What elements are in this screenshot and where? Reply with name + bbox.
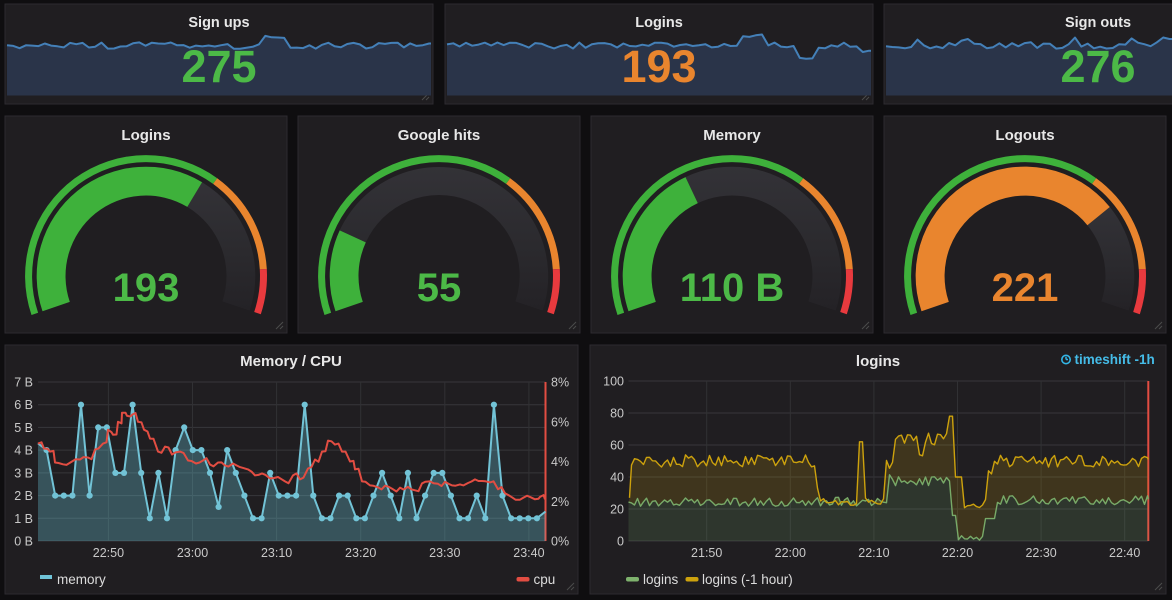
svg-text:4 B: 4 B xyxy=(14,444,33,458)
svg-text:20: 20 xyxy=(610,503,624,517)
svg-text:23:00: 23:00 xyxy=(177,546,208,560)
svg-text:8%: 8% xyxy=(551,376,569,390)
svg-text:22:20: 22:20 xyxy=(942,546,973,560)
svg-text:23:40: 23:40 xyxy=(513,546,544,560)
svg-text:logins: logins xyxy=(856,353,900,370)
svg-text:22:40: 22:40 xyxy=(1109,546,1140,560)
svg-text:6 B: 6 B xyxy=(14,398,33,412)
svg-text:22:10: 22:10 xyxy=(858,546,889,560)
svg-text:1 B: 1 B xyxy=(14,512,33,526)
svg-text:0%: 0% xyxy=(551,535,569,549)
svg-text:55: 55 xyxy=(417,266,462,310)
svg-text:Sign ups: Sign ups xyxy=(188,15,249,31)
svg-text:Memory / CPU: Memory / CPU xyxy=(240,353,342,370)
svg-text:6%: 6% xyxy=(551,415,569,429)
svg-text:logins (-1 hour): logins (-1 hour) xyxy=(702,572,793,587)
svg-text:276: 276 xyxy=(1060,41,1135,92)
svg-text:0 B: 0 B xyxy=(14,535,33,549)
svg-text:Logouts: Logouts xyxy=(995,127,1054,144)
svg-text:Logins: Logins xyxy=(121,127,170,144)
svg-text:memory: memory xyxy=(57,572,106,587)
svg-text:3 B: 3 B xyxy=(14,466,33,480)
svg-text:23:10: 23:10 xyxy=(261,546,292,560)
svg-text:60: 60 xyxy=(610,439,624,453)
svg-text:Sign outs: Sign outs xyxy=(1065,15,1131,31)
svg-text:21:50: 21:50 xyxy=(691,546,722,560)
svg-text:Memory: Memory xyxy=(703,127,761,144)
svg-text:22:50: 22:50 xyxy=(93,546,124,560)
svg-text:40: 40 xyxy=(610,471,624,485)
svg-text:cpu: cpu xyxy=(534,572,556,587)
svg-text:193: 193 xyxy=(621,41,696,92)
svg-text:2 B: 2 B xyxy=(14,489,33,503)
svg-text:23:20: 23:20 xyxy=(345,546,376,560)
svg-text:Google hits: Google hits xyxy=(398,127,481,144)
svg-text:110 B: 110 B xyxy=(680,266,785,310)
svg-text:23:30: 23:30 xyxy=(429,546,460,560)
svg-text:22:00: 22:00 xyxy=(775,546,806,560)
svg-text:22:30: 22:30 xyxy=(1025,546,1056,560)
svg-text:221: 221 xyxy=(992,266,1059,310)
svg-text:logins: logins xyxy=(643,572,679,587)
svg-text:Logins: Logins xyxy=(635,15,683,31)
svg-text:5 B: 5 B xyxy=(14,421,33,435)
svg-text:2%: 2% xyxy=(551,495,569,509)
svg-text:100: 100 xyxy=(603,375,624,389)
svg-text:7 B: 7 B xyxy=(14,376,33,390)
svg-text:timeshift -1h: timeshift -1h xyxy=(1075,352,1155,367)
svg-text:193: 193 xyxy=(113,266,180,310)
svg-text:4%: 4% xyxy=(551,455,569,469)
svg-text:275: 275 xyxy=(181,41,256,92)
svg-text:80: 80 xyxy=(610,407,624,421)
svg-text:0: 0 xyxy=(617,535,624,549)
